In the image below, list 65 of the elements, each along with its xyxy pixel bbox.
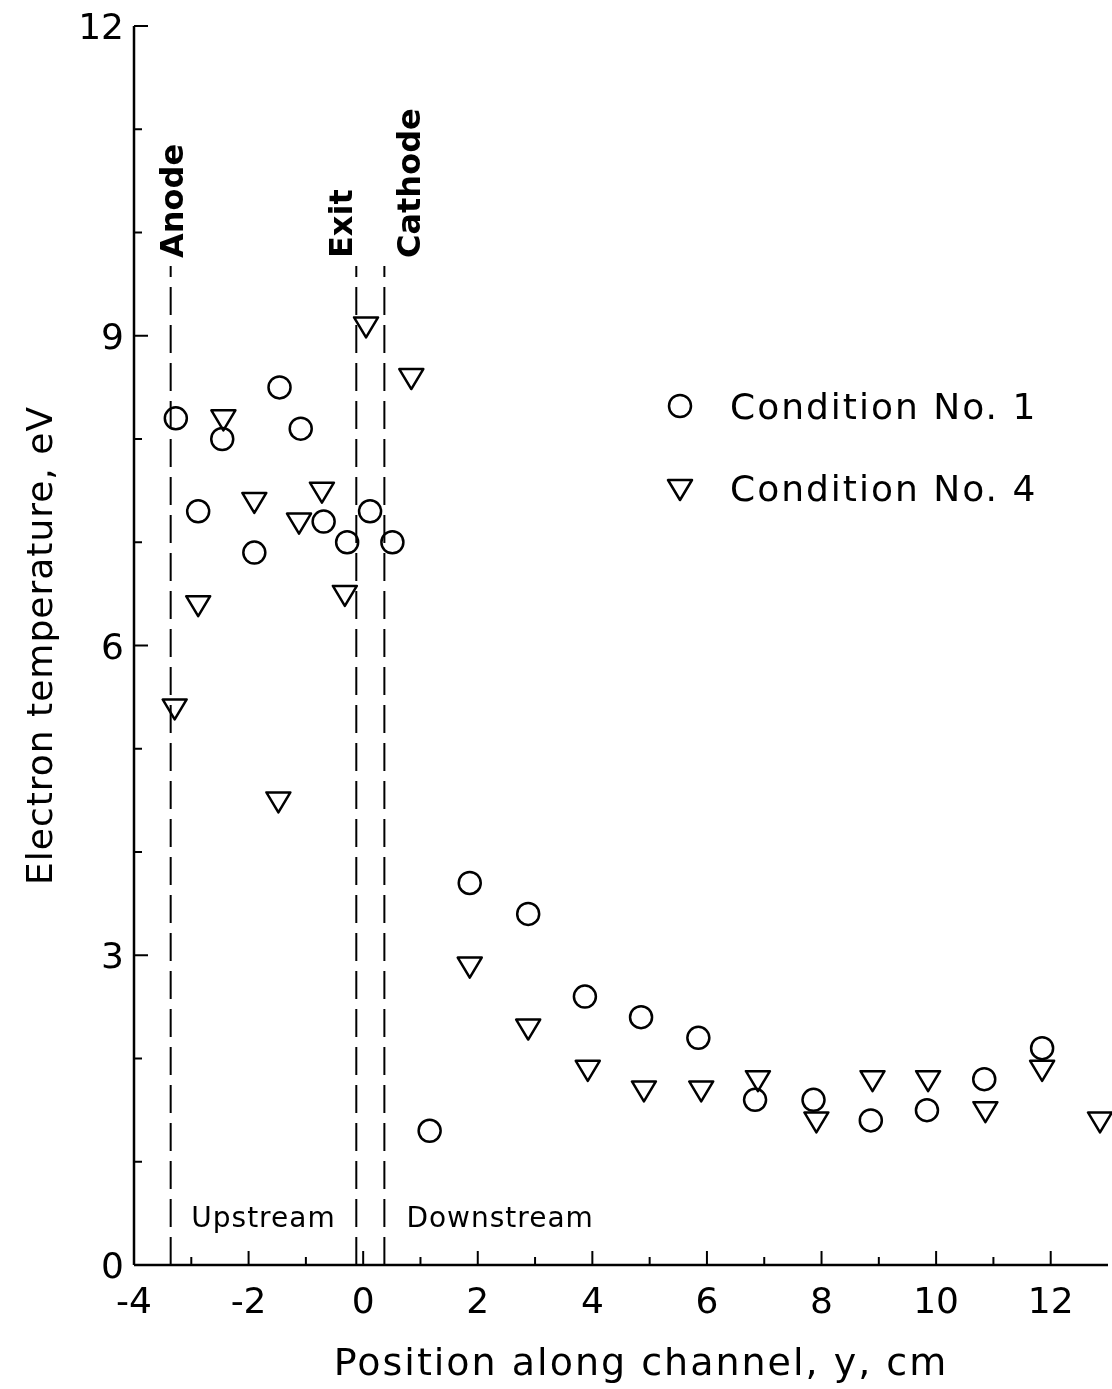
point bbox=[744, 1069, 772, 1093]
point bbox=[311, 509, 336, 534]
x-tick-label: 12 bbox=[1027, 1280, 1074, 1321]
ref-line-label: Anode bbox=[152, 143, 191, 258]
point bbox=[185, 499, 211, 524]
x-tick-label: 4 bbox=[580, 1280, 604, 1321]
x-tick-label: 10 bbox=[913, 1280, 960, 1321]
point bbox=[972, 1100, 999, 1124]
point bbox=[1086, 1111, 1112, 1134]
x-tick-label: 6 bbox=[695, 1280, 719, 1321]
point bbox=[163, 406, 189, 431]
point bbox=[972, 1066, 997, 1092]
point bbox=[686, 1025, 711, 1051]
x-axis-title: Position along channel, y, cm bbox=[333, 1340, 949, 1384]
point bbox=[572, 984, 598, 1009]
point bbox=[574, 1059, 602, 1083]
point bbox=[265, 791, 292, 814]
point bbox=[352, 316, 380, 339]
legend-label: Condition No. 4 bbox=[730, 468, 1038, 509]
x-tick-label: 0 bbox=[351, 1280, 375, 1321]
point bbox=[417, 1118, 442, 1144]
point bbox=[267, 375, 292, 400]
y-tick-label: 3 bbox=[101, 935, 124, 977]
x-tick-label: -2 bbox=[230, 1280, 267, 1321]
point bbox=[357, 499, 383, 524]
annotation: Downstream bbox=[406, 1201, 594, 1234]
point bbox=[630, 1080, 658, 1103]
point bbox=[859, 1069, 886, 1093]
point bbox=[803, 1111, 830, 1134]
annotation: Upstream bbox=[191, 1201, 336, 1234]
point bbox=[858, 1108, 884, 1133]
y-axis-title: Electron temperature, eV bbox=[19, 405, 60, 886]
point bbox=[514, 1018, 542, 1041]
point bbox=[210, 409, 237, 432]
point bbox=[398, 367, 425, 391]
x-tick-label: 2 bbox=[466, 1280, 490, 1321]
y-tick-label: 12 bbox=[78, 6, 124, 47]
y-tick-label: 9 bbox=[101, 315, 124, 357]
point bbox=[380, 530, 405, 555]
point bbox=[331, 584, 359, 608]
point bbox=[242, 540, 267, 565]
point bbox=[628, 1004, 654, 1030]
legend-label: Condition No. 1 bbox=[730, 386, 1038, 427]
ref-line-label: Exit bbox=[322, 189, 361, 258]
point bbox=[334, 530, 360, 555]
point bbox=[801, 1087, 826, 1113]
ref-line-label: Cathode bbox=[390, 108, 429, 258]
y-tick-label: 6 bbox=[101, 625, 124, 667]
point bbox=[209, 426, 235, 452]
point bbox=[515, 901, 541, 927]
point bbox=[742, 1087, 768, 1113]
point bbox=[914, 1097, 940, 1123]
point bbox=[1028, 1059, 1056, 1083]
point bbox=[184, 594, 212, 618]
point bbox=[161, 698, 188, 721]
point bbox=[914, 1069, 942, 1093]
point bbox=[288, 416, 313, 441]
point bbox=[456, 956, 483, 979]
point bbox=[457, 870, 482, 896]
point bbox=[687, 1080, 715, 1103]
point bbox=[1029, 1035, 1055, 1061]
point bbox=[241, 491, 268, 515]
point bbox=[308, 481, 336, 504]
x-tick-label: 8 bbox=[810, 1280, 833, 1321]
point bbox=[285, 512, 313, 535]
